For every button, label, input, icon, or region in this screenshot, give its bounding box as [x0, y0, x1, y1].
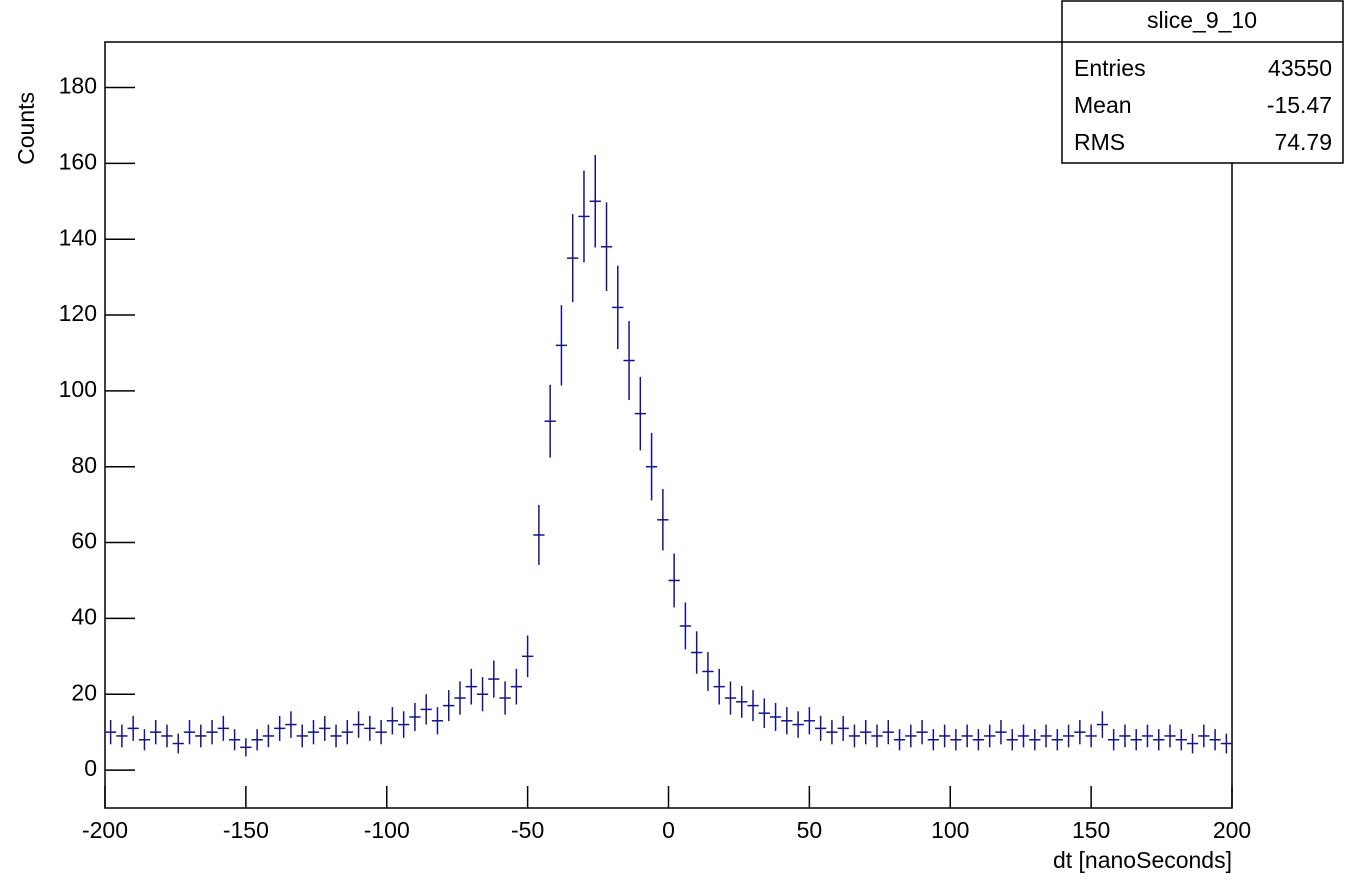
x-tick-label: 0: [662, 817, 675, 843]
x-tick-label: -200: [82, 817, 128, 843]
stats-value: 74.79: [1274, 129, 1332, 155]
y-tick-label: 60: [71, 528, 97, 554]
x-axis-label: dt [nanoSeconds]: [1053, 847, 1232, 873]
stats-value: 43550: [1268, 55, 1332, 81]
x-tick-label: 150: [1072, 817, 1110, 843]
x-tick-label: 50: [797, 817, 823, 843]
y-tick-label: 140: [59, 224, 97, 250]
y-tick-label: 20: [71, 679, 97, 705]
x-tick-label: -100: [364, 817, 410, 843]
stats-box: [1061, 0, 1344, 164]
y-tick-label: 120: [59, 300, 97, 326]
stats-label: Mean: [1074, 92, 1132, 118]
x-tick-label: 200: [1213, 817, 1251, 843]
stats-title: slice_9_10: [1147, 7, 1257, 33]
y-tick-label: 100: [59, 376, 97, 402]
y-axis-label: Counts: [13, 92, 39, 165]
stats-label: RMS: [1074, 129, 1125, 155]
x-tick-label: -50: [511, 817, 544, 843]
y-tick-label: 160: [59, 148, 97, 174]
stats-value: -15.47: [1267, 92, 1332, 118]
y-tick-label: 180: [59, 73, 97, 99]
y-tick-label: 0: [84, 755, 97, 781]
y-tick-label: 40: [71, 603, 97, 629]
y-tick-label: 80: [71, 452, 97, 478]
x-tick-label: -150: [223, 817, 269, 843]
stats-label: Entries: [1074, 55, 1146, 81]
x-tick-label: 100: [931, 817, 969, 843]
